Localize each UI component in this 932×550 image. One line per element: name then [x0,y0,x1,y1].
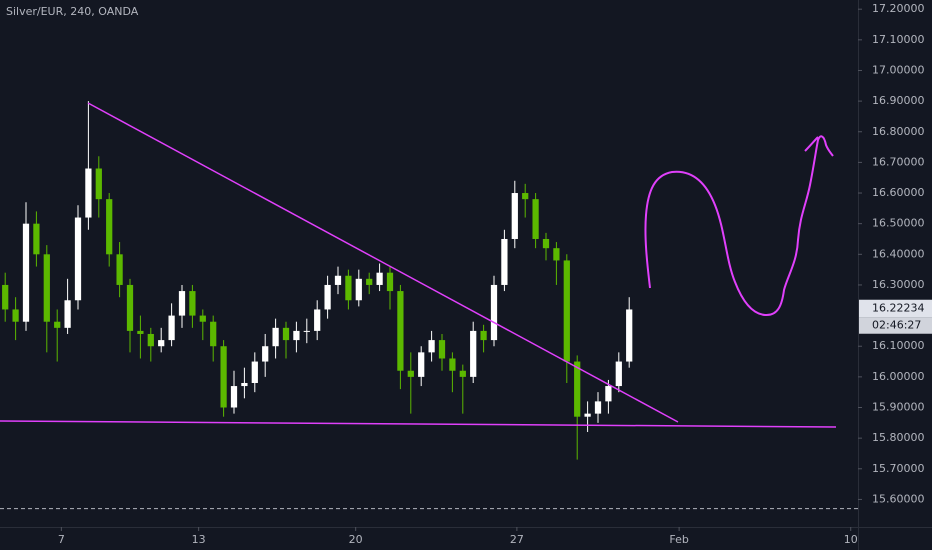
last-price-box [859,299,932,318]
candles [2,101,633,460]
y-tick-label: 17.20000 [872,2,925,15]
candle-body [418,352,425,377]
candle-body [137,330,144,334]
candle-body [251,361,258,383]
countdown-label: 02:46:27 [872,319,921,332]
candle-body [594,401,602,414]
y-tick-label: 17.10000 [872,33,925,46]
candle-body [511,193,518,239]
y-tick-label: 16.90000 [872,94,925,107]
candle-body [33,223,40,255]
candle-body [366,278,373,285]
candle-body [605,386,612,402]
x-tick-label: 7 [58,533,65,546]
candle-body [199,315,206,322]
y-tick-label: 16.30000 [872,278,925,291]
candle-body [210,321,217,347]
candle-body [272,327,279,347]
candle-body [501,238,508,285]
candle-body [459,370,466,377]
y-tick-label: 15.80000 [872,431,925,444]
x-tick-label: 13 [192,533,206,546]
candle-body [345,275,352,301]
chart-title: Silver/EUR, 240, OANDA [6,5,139,18]
x-tick-label: 20 [349,533,363,546]
candle-body [241,382,248,387]
candle-body [158,340,165,347]
candle-body [553,248,560,261]
y-tick-label: 17.00000 [872,63,925,76]
candle-body [2,284,9,310]
y-tick-label: 16.00000 [872,370,925,383]
candle-body [12,309,19,322]
y-tick-label: 16.70000 [872,155,925,168]
support-line [0,420,837,428]
candle-body [189,291,196,316]
x-tick-label: Feb [669,533,688,546]
candle-body [407,370,414,377]
candle-body [626,309,633,362]
candle-body [470,330,477,377]
y-tick-label: 16.10000 [872,339,925,352]
candle-body [43,254,50,322]
candle-body [542,238,550,249]
candle-body [230,386,238,408]
candle-body [293,330,300,341]
candle-body [95,168,102,200]
candle-body [522,193,529,200]
candle-body [116,254,123,285]
candle-body [147,333,154,347]
candle-body [314,309,321,331]
candle-body [376,272,383,285]
y-tick-label: 16.40000 [872,247,925,260]
candle-body [490,284,498,341]
y-tick-label: 15.90000 [872,401,925,414]
candle-body [428,340,435,353]
y-tick-label: 16.80000 [872,125,925,138]
candle-body [54,321,61,328]
candle-body [85,168,92,218]
candle-body [480,330,487,341]
candle-body [168,315,175,341]
y-tick-label: 15.60000 [872,492,925,505]
candle-body [615,361,622,387]
y-tick-label: 16.50000 [872,217,925,230]
countdown-box [859,317,932,334]
candle-body [126,284,134,331]
x-tick-label: 27 [510,533,524,546]
candle-body [220,346,227,408]
y-tick-label: 15.70000 [872,462,925,475]
trend-line [87,102,679,423]
hand-drawn-projection [644,135,834,317]
candle-body [64,300,71,328]
candle-body [532,199,539,239]
y-tick-label: 16.60000 [872,186,925,199]
candle-body [449,358,456,371]
last-price-label: 16.22234 [872,302,925,315]
candle-body [106,199,113,255]
candle-body [563,260,570,362]
candle-body [584,413,591,417]
candle-body [355,278,362,301]
candle-body [262,346,269,362]
candle-body [303,330,310,332]
candle-body [178,291,186,316]
candle-body [334,275,342,285]
candle-body [282,327,290,341]
candle-body [324,284,331,310]
candle-body [74,217,82,301]
candle-body [397,291,404,371]
candle-body [438,340,446,359]
candle-body [574,361,581,417]
candle-body [386,272,394,292]
candle-body [22,223,30,322]
x-tick-label: 10 [844,533,858,546]
